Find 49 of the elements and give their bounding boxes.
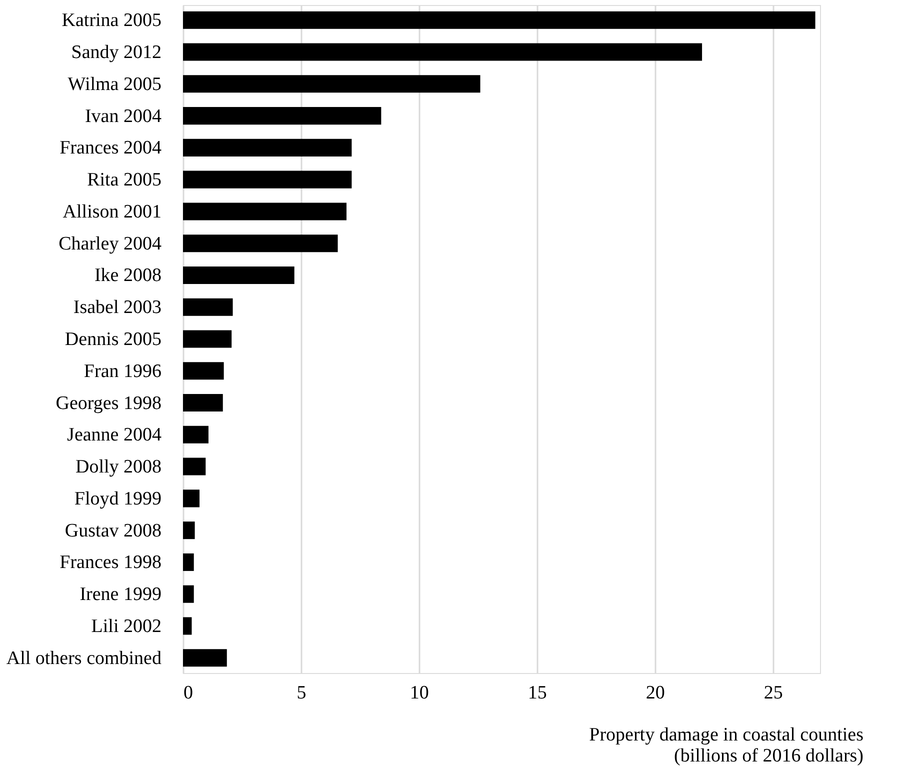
x-tick-label: 25 xyxy=(764,682,783,704)
y-tick-label: Wilma 2005 xyxy=(68,74,162,95)
bar xyxy=(183,75,480,93)
y-tick-label: Jeanne 2004 xyxy=(67,424,162,446)
y-tick-label: Georges 1998 xyxy=(56,392,162,414)
bar xyxy=(183,649,227,667)
y-tick-label: Fran 1996 xyxy=(84,360,162,382)
bar xyxy=(183,394,223,412)
y-tick-label: Frances 2004 xyxy=(60,138,162,159)
x-tick-label: 20 xyxy=(646,682,665,704)
bar xyxy=(183,617,192,635)
y-tick-label: All others combined xyxy=(6,648,162,669)
x-tick-label: 5 xyxy=(296,682,306,704)
bar xyxy=(183,266,294,284)
bar xyxy=(183,202,346,220)
y-tick-label: Gustav 2008 xyxy=(64,520,162,542)
y-tick-label: Lili 2002 xyxy=(91,616,162,637)
y-tick-label: Allison 2001 xyxy=(62,201,162,222)
x-tick-label: 15 xyxy=(528,682,547,704)
y-tick-label: Katrina 2005 xyxy=(62,10,162,32)
y-tick-label: Ike 2008 xyxy=(94,265,162,286)
bar xyxy=(183,11,816,29)
bar xyxy=(183,553,194,571)
bar xyxy=(183,234,338,252)
y-tick-label: Ivan 2004 xyxy=(84,106,162,127)
x-axis-title: Property damage in coastal counties (billions of 2016 dollars) xyxy=(589,724,864,766)
bar xyxy=(183,362,224,380)
x-tick-label: 0 xyxy=(184,682,193,704)
y-tick-label: Frances 1998 xyxy=(60,552,162,574)
bar xyxy=(183,330,232,348)
bar xyxy=(183,43,702,61)
bar xyxy=(183,458,206,476)
y-tick-label: Isabel 2003 xyxy=(73,297,162,318)
bar xyxy=(183,490,200,508)
bar xyxy=(183,426,208,444)
y-tick-label: Floyd 1999 xyxy=(74,488,162,510)
y-tick-label: Dennis 2005 xyxy=(64,329,162,350)
y-tick-label: Irene 1999 xyxy=(80,584,162,606)
y-tick-label: Charley 2004 xyxy=(58,233,162,254)
y-tick-label: Rita 2005 xyxy=(87,170,162,191)
x-tick-label: 10 xyxy=(410,682,429,704)
y-tick-label: Dolly 2008 xyxy=(75,456,162,478)
bar xyxy=(183,107,382,125)
bar xyxy=(183,170,352,188)
bar xyxy=(183,298,233,316)
bar xyxy=(183,138,352,156)
bar xyxy=(183,585,194,603)
y-tick-label: Sandy 2012 xyxy=(71,42,162,64)
bar xyxy=(183,522,195,540)
